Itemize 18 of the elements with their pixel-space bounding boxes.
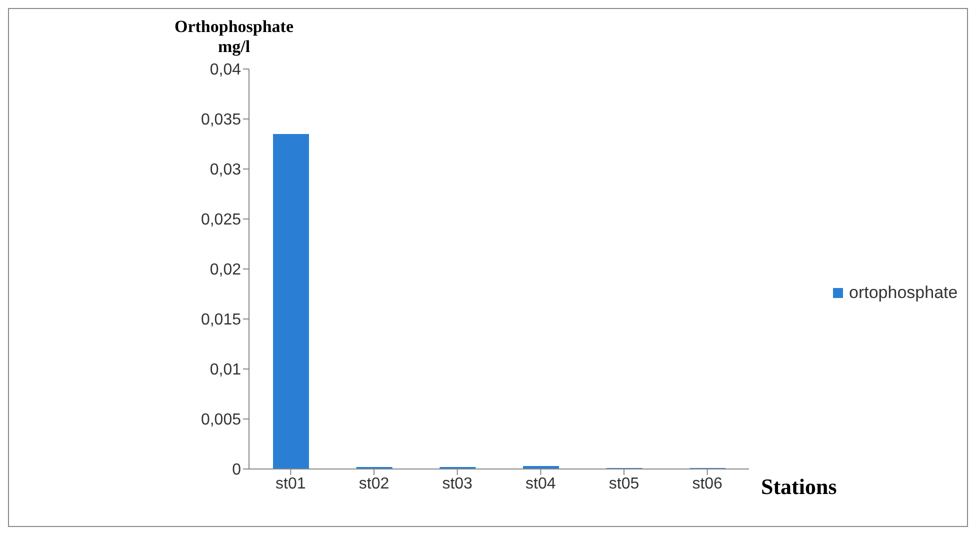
y-tick-label: 0,03 (210, 162, 242, 179)
y-tick-label: 0,02 (210, 262, 242, 279)
y-tick-label: 0,04 (210, 62, 242, 79)
x-tick-label: st02 (358, 475, 390, 492)
y-tick-label: 0,01 (210, 362, 242, 379)
y-tick-label: 0 (232, 462, 242, 479)
y-axis-title: Orthophosphate mg/l (173, 17, 295, 57)
x-tick-label: st05 (608, 475, 640, 492)
x-tick-label: st03 (442, 475, 473, 492)
x-tick-label: st04 (526, 475, 556, 492)
x-tick-label: st06 (692, 475, 723, 492)
y-tick-label: 0,015 (200, 312, 242, 329)
y-tick-label: 0,035 (200, 112, 242, 129)
x-tick-label: st01 (276, 475, 306, 492)
x-axis-title: Stations (761, 474, 837, 500)
y-tick-label: 0,005 (200, 412, 242, 429)
y-tick-label: 0,025 (200, 212, 242, 229)
legend-label: ortophosphate (849, 283, 958, 303)
